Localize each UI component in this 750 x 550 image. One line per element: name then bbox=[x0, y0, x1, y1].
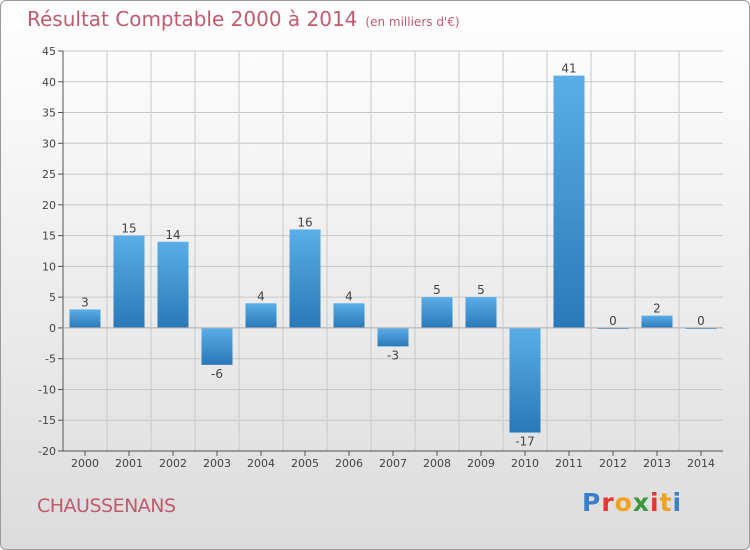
commune-name: CHAUSSENANS bbox=[37, 495, 176, 517]
x-tick-label-2012: 2012 bbox=[599, 457, 627, 470]
logo-letter: t bbox=[659, 488, 673, 517]
x-tick-label-2005: 2005 bbox=[291, 457, 319, 470]
bar-2010 bbox=[509, 327, 541, 433]
proxiti-logo[interactable]: Proxiti bbox=[582, 488, 682, 517]
labels: -20-15-10-505101520253035404532000152001… bbox=[38, 45, 715, 470]
logo-letter: i bbox=[672, 488, 683, 517]
y-tick-label: 0 bbox=[49, 322, 56, 335]
x-tick-label-2014: 2014 bbox=[687, 457, 715, 470]
value-label-2010: -17 bbox=[515, 435, 535, 449]
logo-letter: r bbox=[601, 488, 615, 517]
logo-letter: x bbox=[632, 488, 650, 517]
x-tick-label-2002: 2002 bbox=[159, 457, 187, 470]
x-tick-label-2007: 2007 bbox=[379, 457, 407, 470]
y-tick-label: 5 bbox=[49, 291, 56, 304]
value-label-2002: 14 bbox=[165, 228, 180, 242]
bar-2011 bbox=[553, 75, 585, 328]
chart-title: Résultat Comptable 2000 à 2014 bbox=[27, 7, 358, 31]
x-tick-label-2004: 2004 bbox=[247, 457, 275, 470]
bar-2000 bbox=[69, 309, 101, 328]
chart-subtitle: (en milliers d'€) bbox=[365, 15, 460, 29]
x-tick-label-2009: 2009 bbox=[467, 457, 495, 470]
value-label-2008: 5 bbox=[433, 283, 441, 297]
value-label-2009: 5 bbox=[477, 283, 485, 297]
value-label-2007: -3 bbox=[387, 348, 399, 362]
x-tick-label-2000: 2000 bbox=[71, 457, 99, 470]
bar-2005 bbox=[289, 229, 321, 328]
bar-2001 bbox=[113, 235, 145, 328]
x-tick-label-2001: 2001 bbox=[115, 457, 143, 470]
y-tick-label: -10 bbox=[38, 383, 56, 396]
y-tick-label: 35 bbox=[42, 107, 56, 120]
value-label-2005: 16 bbox=[297, 215, 312, 229]
y-tick-label: 30 bbox=[42, 137, 56, 150]
y-tick-label: -5 bbox=[45, 353, 56, 366]
chart-title-block: Résultat Comptable 2000 à 2014 (en millie… bbox=[27, 7, 460, 31]
value-label-2001: 15 bbox=[121, 222, 136, 236]
value-label-2014: 0 bbox=[697, 314, 705, 328]
bar-2007 bbox=[377, 327, 409, 347]
y-tick-label: 40 bbox=[42, 76, 56, 89]
y-tick-label: -20 bbox=[38, 445, 56, 458]
bar-2006 bbox=[333, 303, 365, 328]
value-label-2004: 4 bbox=[257, 289, 265, 303]
x-tick-label-2013: 2013 bbox=[643, 457, 671, 470]
x-tick-label-2003: 2003 bbox=[203, 457, 231, 470]
bar-2009 bbox=[465, 297, 497, 328]
bar-2003 bbox=[201, 327, 233, 365]
bars bbox=[69, 75, 717, 433]
y-tick-label: 25 bbox=[42, 168, 56, 181]
x-tick-label-2010: 2010 bbox=[511, 457, 539, 470]
x-tick-label-2011: 2011 bbox=[555, 457, 583, 470]
logo-letter: P bbox=[582, 488, 602, 517]
value-label-2000: 3 bbox=[81, 295, 89, 309]
y-tick-label: 20 bbox=[42, 199, 56, 212]
value-label-2013: 2 bbox=[653, 302, 661, 316]
value-label-2003: -6 bbox=[211, 367, 223, 381]
logo-letter: o bbox=[614, 488, 633, 517]
value-label-2006: 4 bbox=[345, 289, 353, 303]
y-tick-label: -15 bbox=[38, 414, 56, 427]
y-tick-label: 10 bbox=[42, 260, 56, 273]
bar-2004 bbox=[245, 303, 277, 328]
value-label-2011: 41 bbox=[561, 62, 576, 76]
value-label-2012: 0 bbox=[609, 314, 617, 328]
y-tick-label: 15 bbox=[42, 230, 56, 243]
bar-2013 bbox=[641, 315, 673, 328]
bar-2002 bbox=[157, 241, 189, 328]
axes bbox=[58, 50, 723, 456]
logo-letter: i bbox=[650, 488, 660, 517]
bar-2008 bbox=[421, 297, 453, 328]
x-tick-label-2006: 2006 bbox=[335, 457, 363, 470]
y-tick-label: 45 bbox=[42, 45, 56, 58]
x-tick-label-2008: 2008 bbox=[423, 457, 451, 470]
